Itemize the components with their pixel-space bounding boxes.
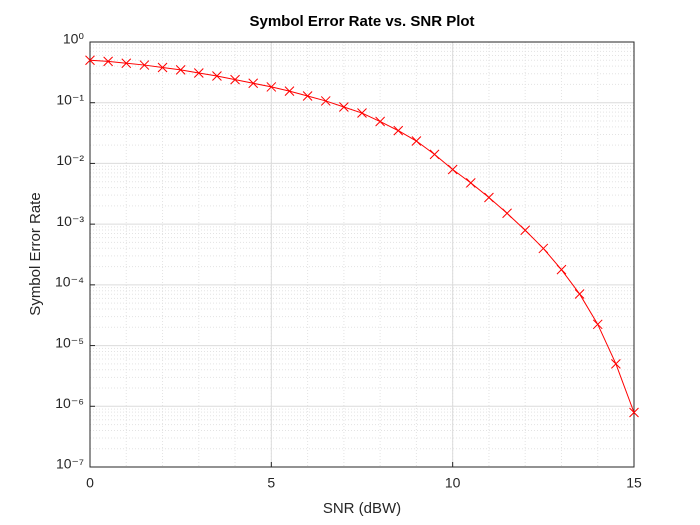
marker — [103, 56, 113, 67]
marker — [574, 289, 585, 299]
marker — [429, 149, 440, 160]
marker — [302, 91, 313, 101]
axes-box — [89, 41, 635, 468]
x-axis-label: SNR (dBW) — [323, 500, 401, 517]
marker — [175, 65, 186, 75]
y-tick-label: 10⁻⁶ — [55, 395, 84, 411]
marker — [339, 102, 349, 112]
x-tick-label: 10 — [445, 475, 461, 491]
marker — [611, 358, 621, 369]
y-tick-label: 10⁻³ — [56, 213, 84, 229]
marker — [85, 55, 95, 66]
marker — [411, 136, 422, 146]
marker — [139, 60, 150, 70]
marker — [465, 177, 476, 188]
marker — [502, 208, 512, 219]
y-tick-label: 10⁰ — [63, 31, 85, 47]
marker — [629, 407, 639, 418]
marker — [320, 96, 331, 106]
marker — [230, 74, 240, 85]
marker — [520, 225, 531, 236]
y-tick-label: 10⁻² — [56, 152, 84, 168]
x-tick-label: 5 — [267, 475, 275, 491]
marker — [393, 125, 404, 136]
marker — [375, 116, 385, 127]
marker — [193, 68, 204, 78]
y-tick-label: 10⁻⁵ — [55, 334, 84, 350]
marker — [121, 58, 132, 69]
marker — [357, 108, 367, 118]
chart-title: Symbol Error Rate vs. SNR Plot — [249, 13, 474, 30]
y-axis-label: Symbol Error Rate — [27, 192, 44, 315]
marker — [592, 319, 603, 330]
x-tick-label: 0 — [86, 475, 94, 491]
marker — [266, 82, 277, 92]
y-tick-label: 10⁻¹ — [56, 91, 84, 107]
marker — [212, 71, 222, 81]
marker — [157, 62, 168, 73]
x-tick-label: 15 — [626, 475, 642, 491]
marker — [538, 243, 549, 254]
marker — [447, 164, 458, 175]
marker — [248, 78, 259, 89]
y-tick-label: 10⁻⁴ — [55, 274, 84, 290]
marker — [556, 264, 567, 275]
y-tick-label: 10⁻⁷ — [56, 456, 84, 472]
marker — [484, 192, 494, 203]
marker — [284, 86, 295, 97]
